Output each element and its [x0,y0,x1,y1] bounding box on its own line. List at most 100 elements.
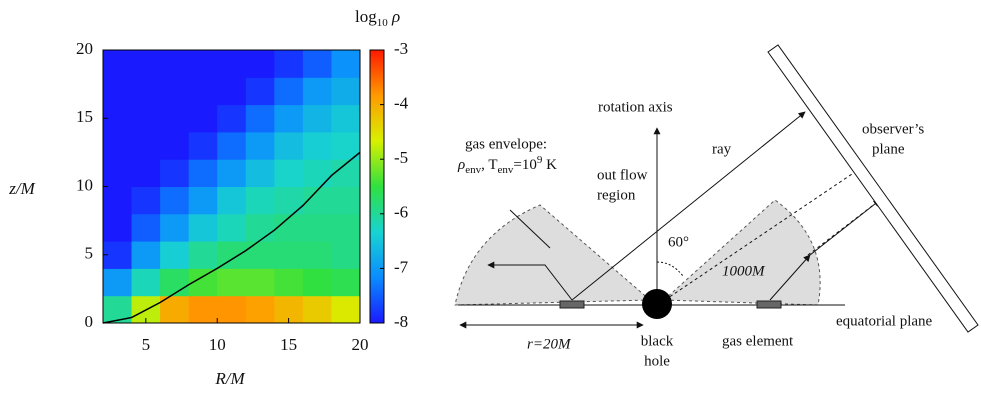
arrow [487,261,573,301]
heat-cell [274,186,304,215]
y-axis-label: z/M [8,179,35,198]
x-tick-label: 5 [142,335,151,354]
heat-cell [331,50,361,78]
heat-cell [245,77,275,106]
y-tick-label: 5 [85,244,94,263]
colorbar-tick-label: -3 [394,39,408,58]
label: plane [872,141,905,157]
heat-cell [217,213,247,242]
heat-cell [160,186,190,215]
colorbar-tick-label: -8 [394,312,408,331]
angle-arc [656,261,684,277]
label-part: K [542,157,557,173]
heat-cell [302,268,332,297]
heat-cell [245,241,275,269]
label: equatorial plane [836,313,933,329]
heat-cell [103,131,133,160]
colorbar-tick-label: -7 [394,257,409,276]
label-part: 9 [537,154,543,166]
dotted-line [664,171,856,301]
heat-cell [331,241,361,269]
label: r=20M [527,336,572,352]
label-part: env [498,164,514,176]
label: ray [712,141,732,157]
heat-cell [302,159,332,187]
heat-cell [217,104,247,133]
heat-cell [131,77,161,106]
heat-cell [103,268,133,297]
heat-cell [331,213,361,242]
heat-cell [160,77,190,106]
diagram: rotation axis ray observer’s plane gas e… [454,44,979,369]
heat-cell [302,50,332,78]
heat-cell [302,241,332,269]
heat-cell [245,50,275,78]
heat-cell [245,295,275,324]
heat-cell [160,241,190,269]
heat-cell [131,213,161,242]
label: rotation axis [598,99,673,115]
heat-cell [188,159,218,187]
heat-cell [160,104,190,133]
x-tick-label: 20 [352,335,369,354]
heat-cell [188,295,218,324]
heat-cell [245,268,275,297]
heat-cell [331,104,361,133]
colorbar-tick-label: -5 [394,148,408,167]
heat-cell [131,186,161,215]
label-part: =10 [513,157,536,173]
heat-cell [245,131,275,160]
heat-cell [274,131,304,160]
label: hole [644,353,670,369]
heat-cell [245,104,275,133]
heat-cell [302,295,332,324]
label: observer’s [862,121,924,137]
heat-cell [160,131,190,160]
label: region [597,187,636,203]
heat-cell [217,159,247,187]
contour-line [102,151,361,324]
heat-cell [160,50,190,78]
heat-cell [217,131,247,160]
label: black [641,333,674,349]
heat-cell [131,50,161,78]
colorbar-tick-label: -4 [394,94,409,113]
label: gas envelope: [465,136,547,152]
x-tick-label: 10 [209,335,226,354]
heat-cell [274,241,304,269]
label-part: ρ [457,157,465,173]
heat-cell [188,77,218,106]
y-tick-label: 0 [85,312,94,331]
heat-cell [217,241,247,269]
colorbar-tick-label: -6 [394,203,408,222]
heat-cell [217,50,247,78]
label: 1000M [722,263,766,279]
heat-cell [188,213,218,242]
envelope-left [454,204,652,306]
colorbar [369,49,385,324]
label-part: env [465,164,481,176]
heat-cell [217,77,247,106]
x-tick-label: 15 [280,335,297,354]
heat-cell [188,131,218,160]
gas-element-right [756,300,782,309]
y-tick-label: 10 [76,175,93,194]
heat-cell [103,159,133,187]
heat-cell [245,159,275,187]
heat-cell [217,186,247,215]
arrow [809,199,881,256]
heat-cell [302,131,332,160]
heat-cell [217,268,247,297]
heat-cell [131,159,161,187]
heat-cell [103,213,133,242]
heat-cell [331,268,361,297]
heat-cell [131,104,161,133]
heat-cell [160,159,190,187]
heat-cell [217,295,247,324]
leader-line [509,209,551,249]
colorbar-label-part: log [355,7,377,26]
heat-cell [274,77,304,106]
label: gas element [722,333,794,349]
